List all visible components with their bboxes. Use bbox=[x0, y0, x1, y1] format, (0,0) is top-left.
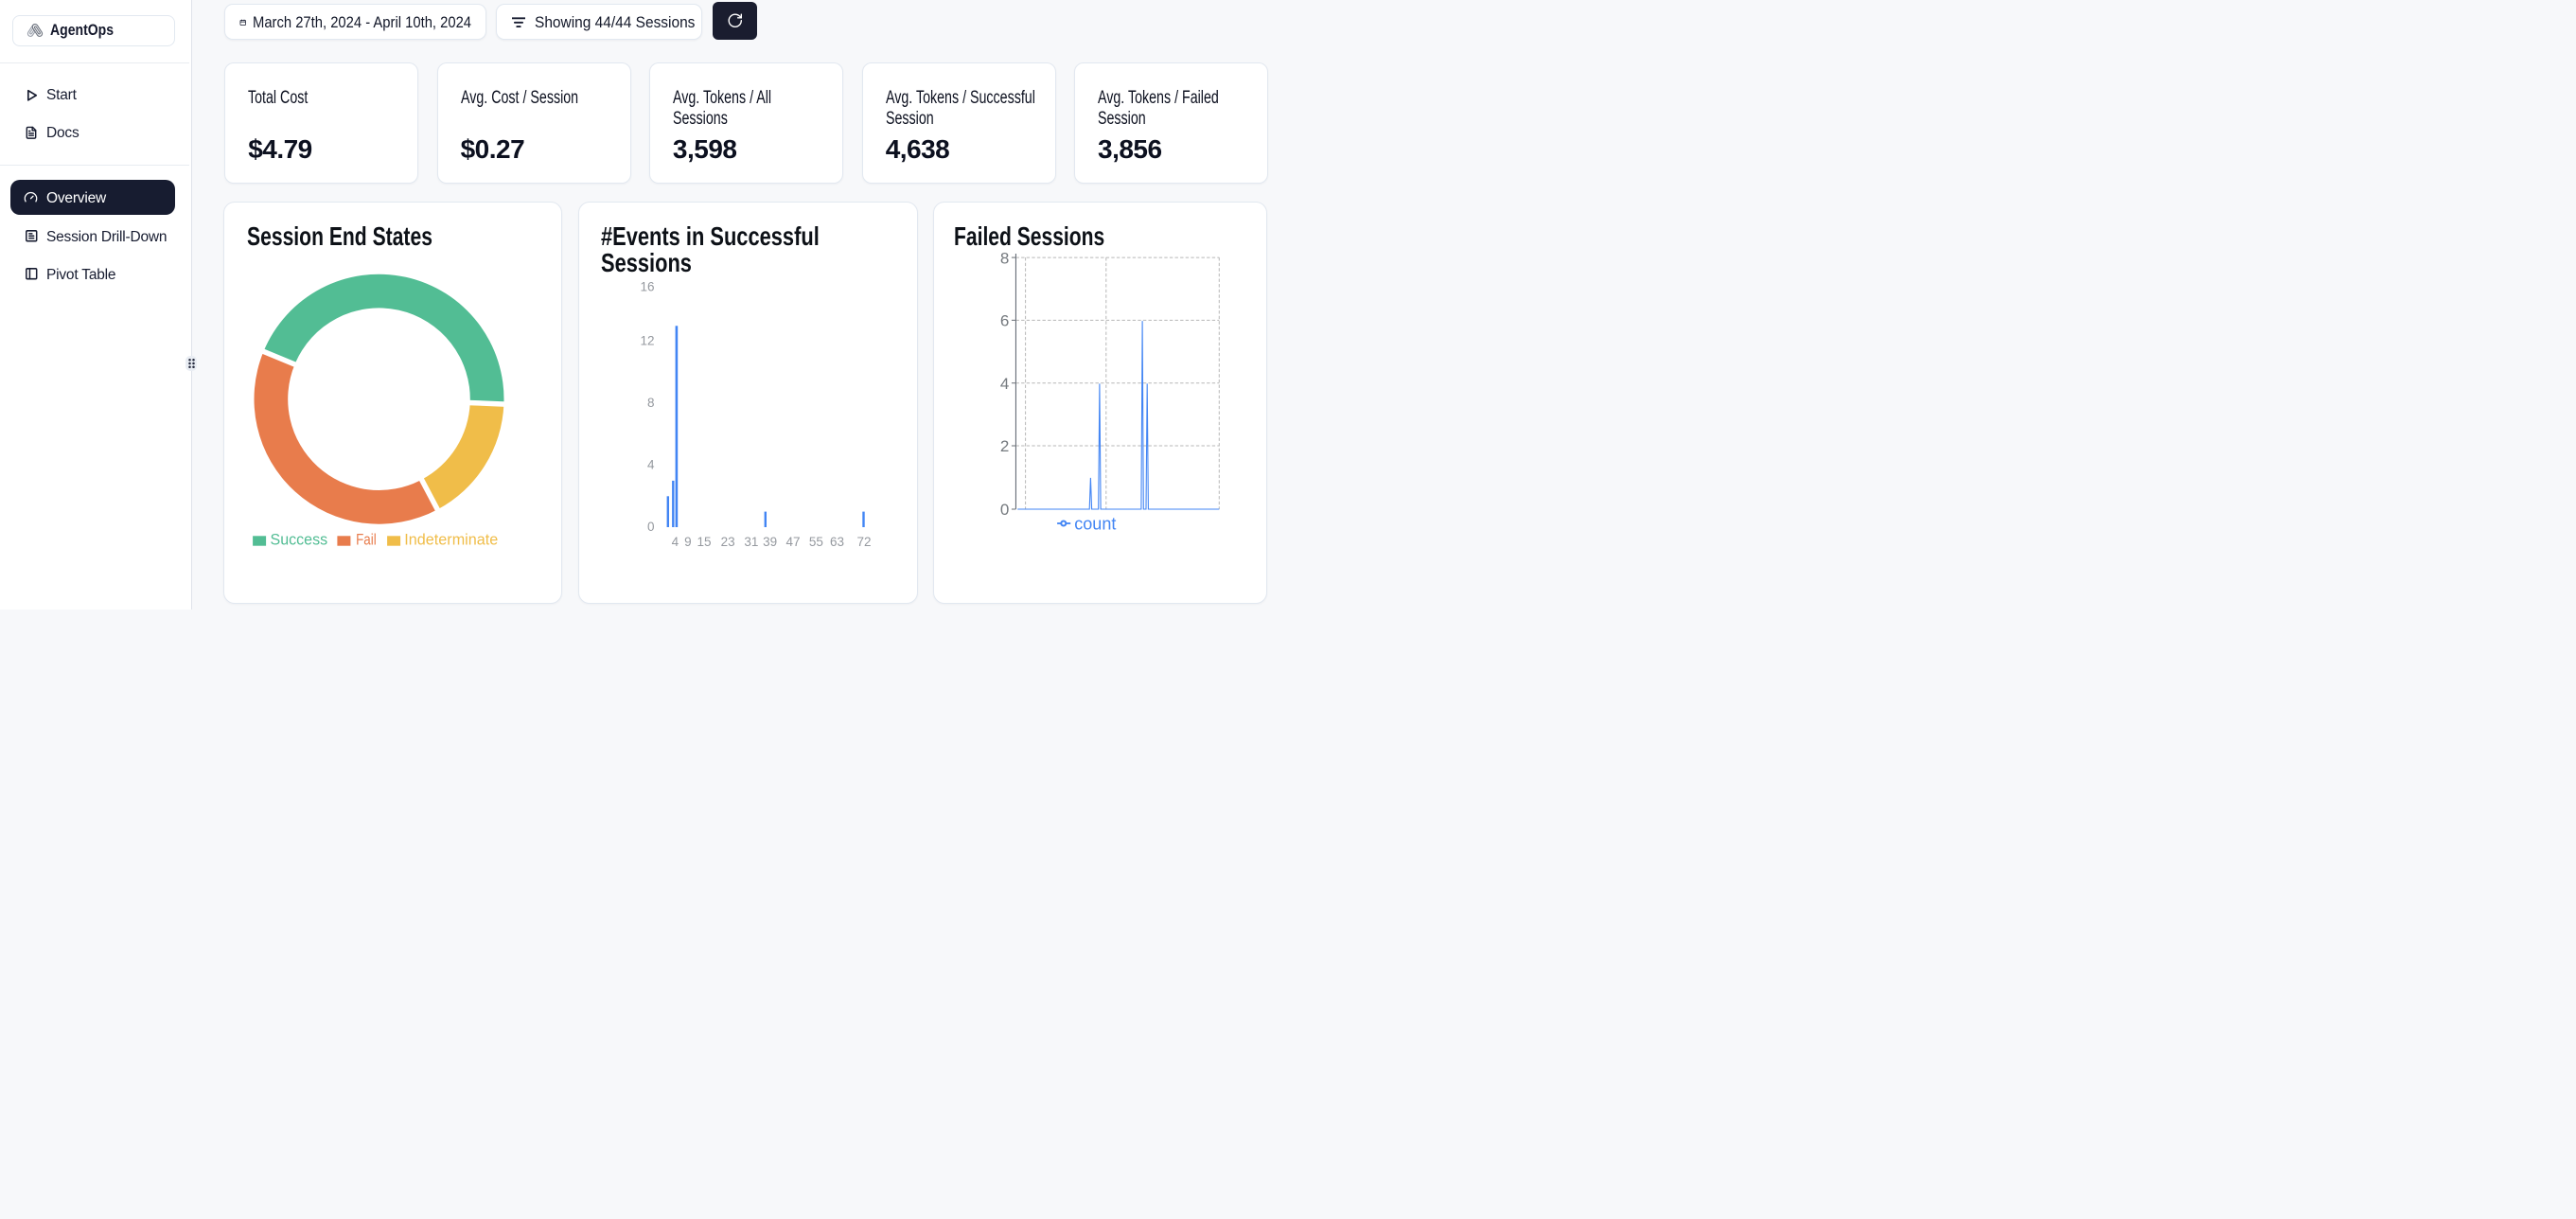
svg-text:31: 31 bbox=[744, 535, 758, 549]
svg-text:Indeterminate: Indeterminate bbox=[404, 531, 498, 549]
svg-text:4: 4 bbox=[672, 535, 679, 549]
svg-text:9: 9 bbox=[684, 535, 692, 549]
svg-text:0: 0 bbox=[999, 501, 1008, 519]
svg-text:2: 2 bbox=[999, 437, 1008, 455]
svg-text:39: 39 bbox=[763, 535, 777, 549]
svg-text:23: 23 bbox=[721, 535, 735, 549]
svg-text:63: 63 bbox=[830, 535, 844, 549]
svg-text:16: 16 bbox=[640, 280, 654, 294]
svg-text:4: 4 bbox=[999, 375, 1008, 393]
svg-text:72: 72 bbox=[856, 535, 871, 549]
svg-text:8: 8 bbox=[647, 396, 655, 410]
svg-text:4: 4 bbox=[647, 457, 655, 471]
svg-text:count: count bbox=[1074, 515, 1116, 534]
svg-text:6: 6 bbox=[999, 312, 1008, 330]
svg-text:47: 47 bbox=[785, 535, 800, 549]
svg-text:55: 55 bbox=[809, 535, 823, 549]
svg-text:12: 12 bbox=[640, 334, 654, 348]
svg-text:0: 0 bbox=[647, 520, 655, 534]
svg-text:15: 15 bbox=[697, 535, 711, 549]
svg-text:Success: Success bbox=[270, 531, 327, 549]
svg-text:8: 8 bbox=[999, 249, 1008, 267]
svg-text:Fail: Fail bbox=[356, 531, 377, 549]
